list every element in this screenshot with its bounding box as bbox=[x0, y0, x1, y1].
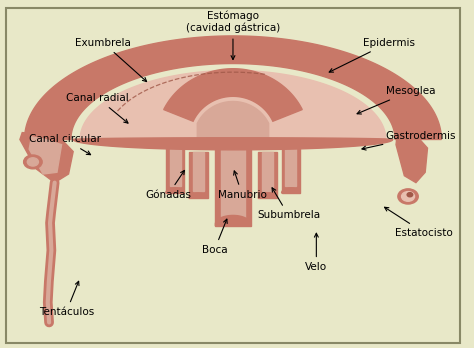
Text: Canal radial: Canal radial bbox=[66, 93, 129, 123]
Text: Subumbrela: Subumbrela bbox=[257, 188, 320, 220]
Polygon shape bbox=[282, 147, 300, 193]
Circle shape bbox=[27, 158, 38, 166]
Circle shape bbox=[401, 192, 415, 201]
Circle shape bbox=[24, 155, 42, 169]
Polygon shape bbox=[29, 137, 62, 174]
Text: Manubrio: Manubrio bbox=[218, 171, 267, 200]
Polygon shape bbox=[192, 152, 204, 191]
Polygon shape bbox=[164, 69, 302, 121]
Polygon shape bbox=[396, 133, 428, 183]
Polygon shape bbox=[189, 152, 208, 198]
Polygon shape bbox=[170, 147, 181, 186]
Polygon shape bbox=[262, 152, 273, 191]
Text: Tentáculos: Tentáculos bbox=[38, 281, 94, 317]
Polygon shape bbox=[25, 36, 441, 140]
Polygon shape bbox=[258, 193, 277, 198]
Text: Epidermis: Epidermis bbox=[329, 38, 415, 72]
Polygon shape bbox=[221, 140, 245, 219]
Text: Canal circular: Canal circular bbox=[29, 134, 101, 155]
Polygon shape bbox=[215, 215, 251, 226]
Polygon shape bbox=[285, 147, 296, 186]
FancyBboxPatch shape bbox=[6, 8, 460, 343]
Polygon shape bbox=[282, 188, 300, 193]
Text: Exumbrela: Exumbrela bbox=[75, 38, 146, 81]
Text: Boca: Boca bbox=[201, 219, 227, 255]
Text: Mesoglea: Mesoglea bbox=[357, 86, 435, 114]
Polygon shape bbox=[197, 102, 269, 140]
Polygon shape bbox=[189, 193, 208, 198]
Polygon shape bbox=[166, 188, 184, 193]
Polygon shape bbox=[258, 152, 277, 198]
Text: Estómago
(cavidad gástrica): Estómago (cavidad gástrica) bbox=[186, 11, 280, 60]
Polygon shape bbox=[73, 138, 393, 150]
Text: Estatocisto: Estatocisto bbox=[384, 207, 453, 238]
Circle shape bbox=[407, 193, 413, 197]
Polygon shape bbox=[20, 133, 73, 183]
Circle shape bbox=[398, 189, 418, 204]
Polygon shape bbox=[166, 147, 184, 193]
Text: Gastrodermis: Gastrodermis bbox=[362, 131, 456, 150]
Text: Gónadas: Gónadas bbox=[145, 171, 191, 200]
Text: Velo: Velo bbox=[305, 233, 328, 272]
Polygon shape bbox=[215, 140, 251, 226]
Polygon shape bbox=[80, 70, 386, 140]
